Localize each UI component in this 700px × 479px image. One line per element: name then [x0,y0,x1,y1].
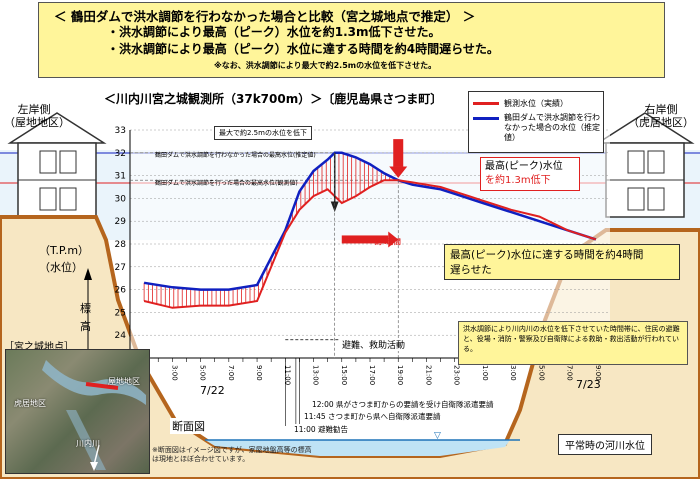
right-bank-area: （虎居地区） [628,116,694,129]
peak-drop-text-2: を約1.3m低下 [485,174,551,186]
cross-section-label: 断面図 [170,418,207,434]
left-bank-area: （屋地地区） [4,116,70,129]
x-tick-label: 3:00 [509,365,517,381]
y-label-water: （水位） [39,261,83,274]
right-house [595,112,695,218]
right-bank-side: 右岸側 [644,103,678,116]
y-tick-label: 26 [115,286,127,296]
photo-area-2: 虎居地区 [14,399,46,408]
svg-text:▽: ▽ [434,431,441,441]
x-tick-label: 17:00 [368,365,376,385]
y-tick-label: 32 [115,149,126,159]
y-tick-label: 27 [115,263,126,273]
x-tick-label: 19:00 [396,365,404,385]
photo-title: ［宮之城地点］ [4,342,74,353]
series-line-observed [143,179,597,309]
normal-water-label: 平常時の河川水位 [558,434,652,455]
evacuation-label: 避難、救助活動 [340,338,408,351]
summary-point-2: ・洪水調節により最高（ピーク）水位に達する時間を約4時間遅らせた。 [107,42,499,56]
delay-arrowhead [388,231,399,248]
summary-point-1: ・洪水調節により最高（ピーク）水位を約1.3m低下させた。 [107,25,441,39]
peak-delay-text-1: 最高(ピーク)水位に達する時間を約4時間 [450,249,644,261]
x-tick-label: 1:00 [481,365,489,381]
x-tick-label: 5:00 [537,365,545,381]
max-diff-callout: 最大で約2.5mの水位を低下 [214,126,312,140]
event-11-00: 11:00 避難勧告 [294,424,348,435]
level-label-observed: 鶴田ダムで洪水調節を行った場合の最高水位(観測値) [155,180,298,187]
x-tick-label: 7:00 [566,365,574,381]
legend-estimated: 鶴田ダムで洪水調節を行わなかった場合の水位（推定値） [504,113,600,142]
y-tick-label: 33 [115,126,126,136]
rescue-note-box: 洪水調節により川内川の水位を低下させていた時間帯に、住民の避難と、役場・消防・警… [458,321,688,365]
photo-area-1: 屋地地区 [108,377,140,386]
x-tick-label: 15:00 [340,365,348,385]
delay-arrow-label: 約4時間 [375,238,401,246]
y-tick-label: 24 [115,331,127,341]
y-tick-label: 25 [115,308,126,318]
summary-box: ＜ 鶴田ダムで洪水調節を行わなかった場合と比較（宮之城地点で推定） ＞ ・洪水調… [38,2,665,78]
peak-delay-callout: 最高(ピーク)水位に達する時間を約4時間 遅らせた [444,244,680,280]
aerial-photo: 屋地地区 虎居地区 川内川 [5,349,150,474]
legend-swatch-estimated [473,117,499,120]
y-tick-label: 28 [115,240,127,250]
event-11-45: 11:45 さつま町から県へ自衛隊派遣要請 [304,411,441,422]
delay-arrow-shaft [341,235,389,244]
normal-river-water [205,440,510,456]
x-tick-label: 5:00 [199,365,207,381]
y-tick-label: 31 [115,172,126,182]
summary-title: ＜ 鶴田ダムで洪水調節を行わなかった場合と比較（宮之城地点で推定） ＞ [54,9,476,24]
date-right: 7/23 [576,378,601,391]
chart-title: ＜川内川宮之城観測所（37k700m）＞〔鹿児島県さつま町〕 [104,92,443,106]
x-tick-label: 9:00 [594,365,602,381]
date-left: 7/22 [200,384,225,397]
left-house [7,112,107,218]
event-12-00: 12:00 県がさつま町からの要請を受け自衛隊派遣要請 [312,399,494,410]
peak-drop-text-1: 最高(ピーク)水位 [485,161,563,172]
y-label-elev-1: 標 [80,302,91,315]
x-tick-label: 23:00 [453,365,461,385]
peak-drop-arrowhead [389,166,408,178]
x-tick-label: 9:00 [255,365,263,381]
y-label-elev-2: 高 [80,320,91,333]
y-tick-label: 30 [115,194,127,204]
x-tick-label: 11:00 [283,365,291,385]
y-label-unit: （T.P.m） [39,244,90,257]
y-tick-label: 29 [115,217,127,227]
series-line-estimated [143,151,597,291]
peak-drop-callout: 最高(ピーク)水位 を約1.3m低下 [480,157,580,191]
legend-observed: 観測水位（実績） [504,99,568,108]
summary-note: ※なお、洪水調節により最大で約2.5mの水位を低下させた。 [214,61,437,70]
x-tick-label: 21:00 [424,365,432,385]
x-tick-label: 13:00 [312,365,320,385]
level-label-estimated: 鶴田ダムで洪水調節を行わなかった場合の最高水位(推定値) [155,152,316,159]
max-diff-arrowhead [330,201,339,213]
x-tick-label: 3:00 [170,365,178,381]
photo-caption: ※断面図はイメージ図ですが、家屋地盤高等の標高は現地とほぼ合わせています。 [152,446,312,464]
peak-delay-text-2: 遅らせた [450,264,492,277]
photo-river: 川内川 [76,439,100,448]
peak-drop-arrow-shaft [393,139,404,167]
x-tick-label: 7:00 [227,365,235,381]
legend-swatch-observed [473,102,499,105]
chart-legend: 観測水位（実績） 鶴田ダムで洪水調節を行わなかった場合の水位（推定値） [468,91,604,153]
left-bank-side: 左岸側 [17,103,51,116]
